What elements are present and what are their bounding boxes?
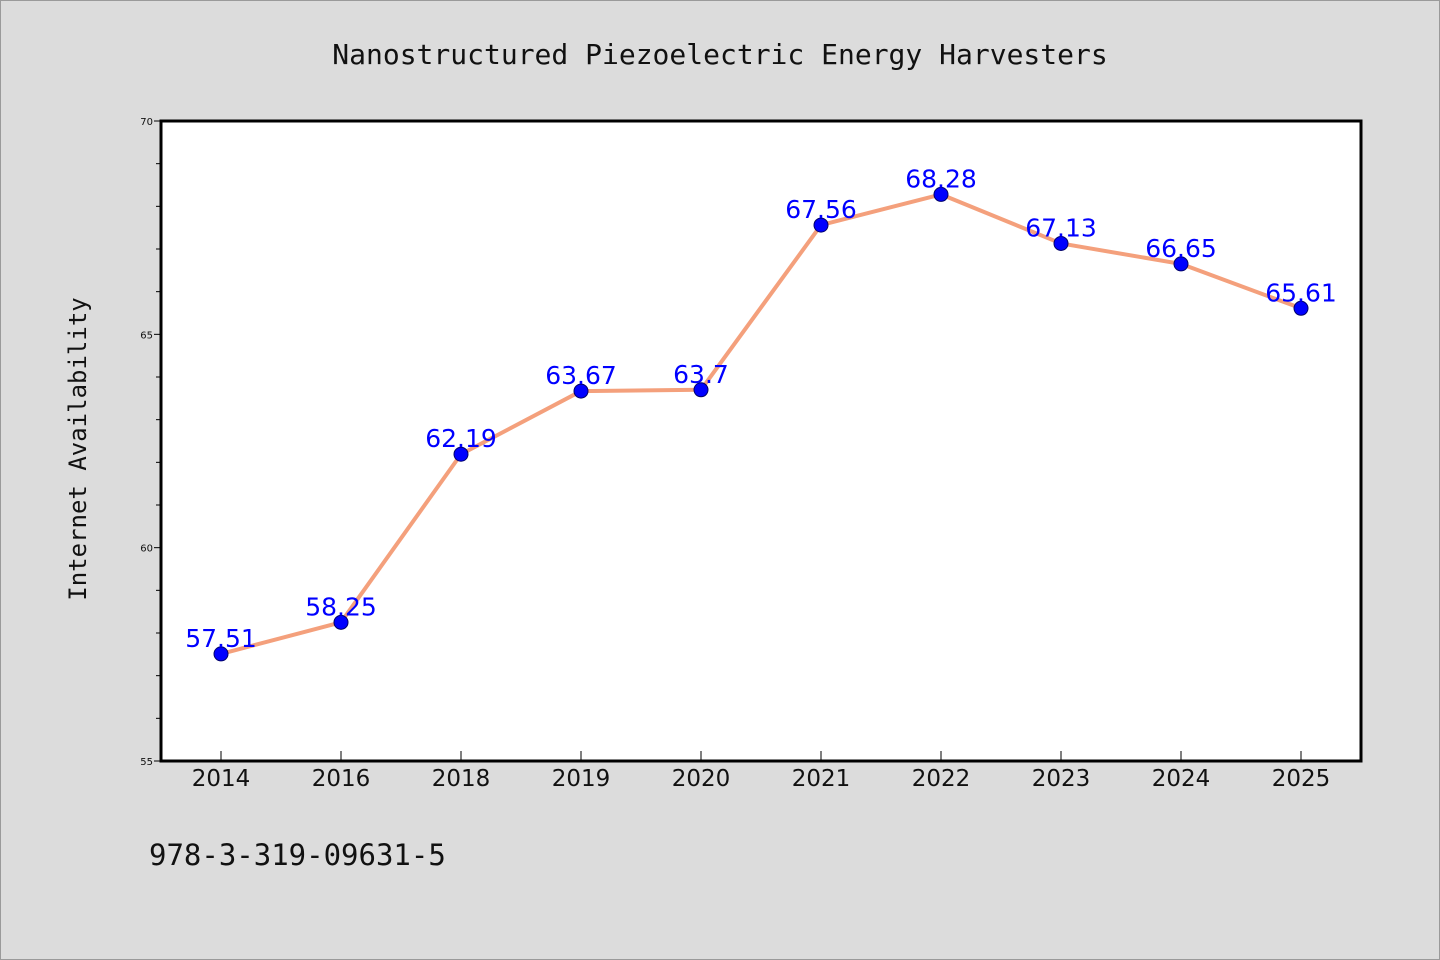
axis-ticks: 55 60 65 70 2014 2016 2018 2019 2020 2021 2022 2023… xyxy=(140,117,1330,792)
footer-isbn: 978-3-319-09631-5 xyxy=(149,838,446,872)
y-axis-label: Internet Availability xyxy=(64,297,92,600)
x-tick-label: 2014 xyxy=(192,766,251,792)
y-tick-label: 65 xyxy=(140,330,153,341)
data-label: 58.25 xyxy=(305,592,377,621)
series-layer: 57.51 58.25 62.19 63.67 63.7 67.56 68.28 67.13 6… xyxy=(185,164,1337,662)
data-point xyxy=(213,646,229,662)
x-tick-label: 2022 xyxy=(912,766,971,792)
x-tick-label: 2025 xyxy=(1272,766,1331,792)
series-line xyxy=(219,192,1303,656)
data-label: 68.28 xyxy=(905,164,977,193)
x-tick-label: 2016 xyxy=(312,766,371,792)
data-point xyxy=(1053,235,1069,251)
y-tick-label: 60 xyxy=(140,544,153,555)
data-label: 66.65 xyxy=(1145,234,1217,263)
data-point xyxy=(813,217,829,233)
data-point xyxy=(933,186,949,202)
x-tick-label: 2018 xyxy=(432,766,491,792)
y-tick-label: 70 xyxy=(140,117,153,128)
data-point xyxy=(333,614,349,630)
data-label: 63.67 xyxy=(545,361,617,390)
data-point xyxy=(453,446,469,462)
data-label: 67.56 xyxy=(785,195,857,224)
x-tick-label: 2023 xyxy=(1032,766,1091,792)
data-point xyxy=(1293,300,1309,316)
data-label: 57.51 xyxy=(185,624,257,653)
data-label: 67.13 xyxy=(1025,213,1097,242)
data-label: 62.19 xyxy=(425,424,497,453)
y-tick-label: 55 xyxy=(140,757,153,768)
x-tick-label: 2021 xyxy=(792,766,851,792)
x-tick-label: 2024 xyxy=(1152,766,1211,792)
data-point xyxy=(693,382,709,398)
data-point xyxy=(1173,256,1189,272)
x-tick-label: 2020 xyxy=(672,766,731,792)
data-label: 65.61 xyxy=(1265,278,1337,307)
chart-title: Nanostructured Piezoelectric Energy Harv… xyxy=(332,38,1107,71)
plot-frame xyxy=(159,119,1363,763)
plot-area xyxy=(161,121,1361,761)
data-point xyxy=(573,383,589,399)
x-tick-label: 2019 xyxy=(552,766,611,792)
data-label: 63.7 xyxy=(673,360,729,389)
